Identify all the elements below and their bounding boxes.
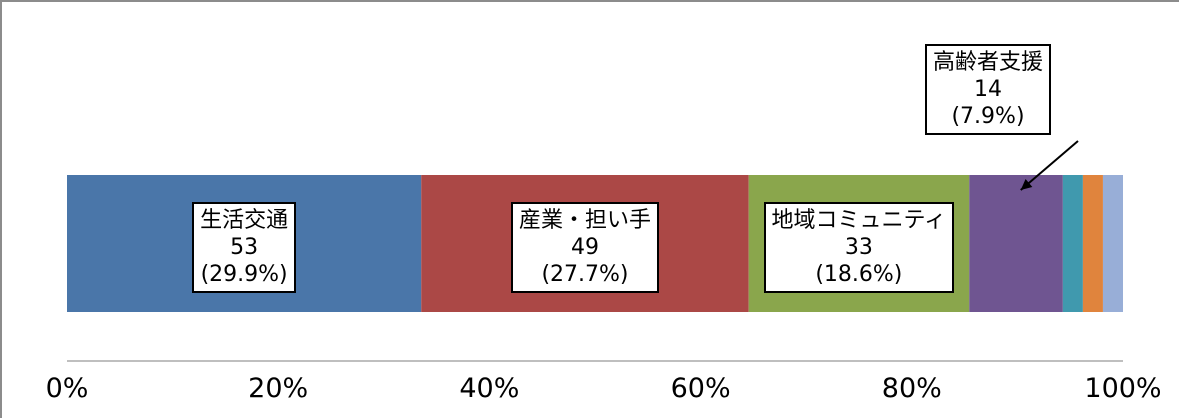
callout-label-category: 高齢者支援 [933, 50, 1044, 75]
bar-segment-3 [969, 175, 1063, 312]
segment-label-category: 地域コミュニティ [771, 208, 947, 233]
segment-label-percent: (27.7%) [541, 262, 629, 287]
callout-label-percent: (7.9%) [951, 104, 1025, 129]
bar-segment-4 [1062, 175, 1083, 312]
segment-label-value: 53 [230, 235, 259, 260]
segment-label-0: 生活交通 53 (29.9%) [192, 202, 297, 293]
x-tick-label: 100% [1084, 373, 1162, 404]
x-tick-label: 40% [459, 373, 520, 404]
x-tick-label: 60% [670, 373, 731, 404]
segment-label-1: 産業・担い手 49 (27.7%) [510, 202, 659, 293]
segment-label-percent: (29.9%) [200, 262, 288, 287]
segment-label-category: 生活交通 [200, 208, 289, 233]
bar-segment-5 [1082, 175, 1103, 312]
callout-label-value: 14 [974, 77, 1002, 102]
segment-label-value: 33 [844, 235, 873, 260]
bar-segment-6 [1102, 175, 1123, 312]
segment-label-2: 地域コミュニティ 33 (18.6%) [763, 202, 955, 293]
segment-label-percent: (18.6%) [815, 262, 903, 287]
segment-label-value: 49 [570, 235, 599, 260]
x-tick-label: 20% [248, 373, 309, 404]
segment-label-category: 産業・担い手 [518, 208, 651, 233]
callout-arrow-head [1020, 179, 1033, 190]
x-tick-label: 80% [881, 373, 942, 404]
x-tick-label: 0% [45, 373, 89, 404]
callout-label-3: 高齢者支援 14 (7.9%) [925, 44, 1052, 135]
callout-arrow-line [1020, 140, 1079, 191]
